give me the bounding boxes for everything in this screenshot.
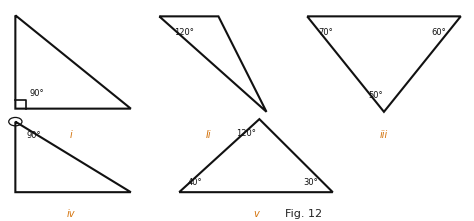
Text: iv: iv [67, 209, 75, 219]
Text: 60°: 60° [431, 28, 446, 37]
Text: Ii: Ii [206, 130, 211, 140]
Text: i: i [70, 130, 73, 140]
Text: 70°: 70° [319, 28, 333, 37]
Text: v: v [253, 209, 259, 219]
Text: iii: iii [380, 130, 388, 140]
Text: 90°: 90° [29, 89, 44, 98]
Text: 120°: 120° [236, 129, 255, 138]
Text: 90°: 90° [27, 131, 41, 140]
Text: 30°: 30° [303, 178, 318, 187]
Text: 120°: 120° [174, 28, 194, 37]
Text: 40°: 40° [187, 178, 202, 187]
Text: 50°: 50° [368, 91, 383, 100]
Text: Fig. 12: Fig. 12 [285, 209, 322, 219]
